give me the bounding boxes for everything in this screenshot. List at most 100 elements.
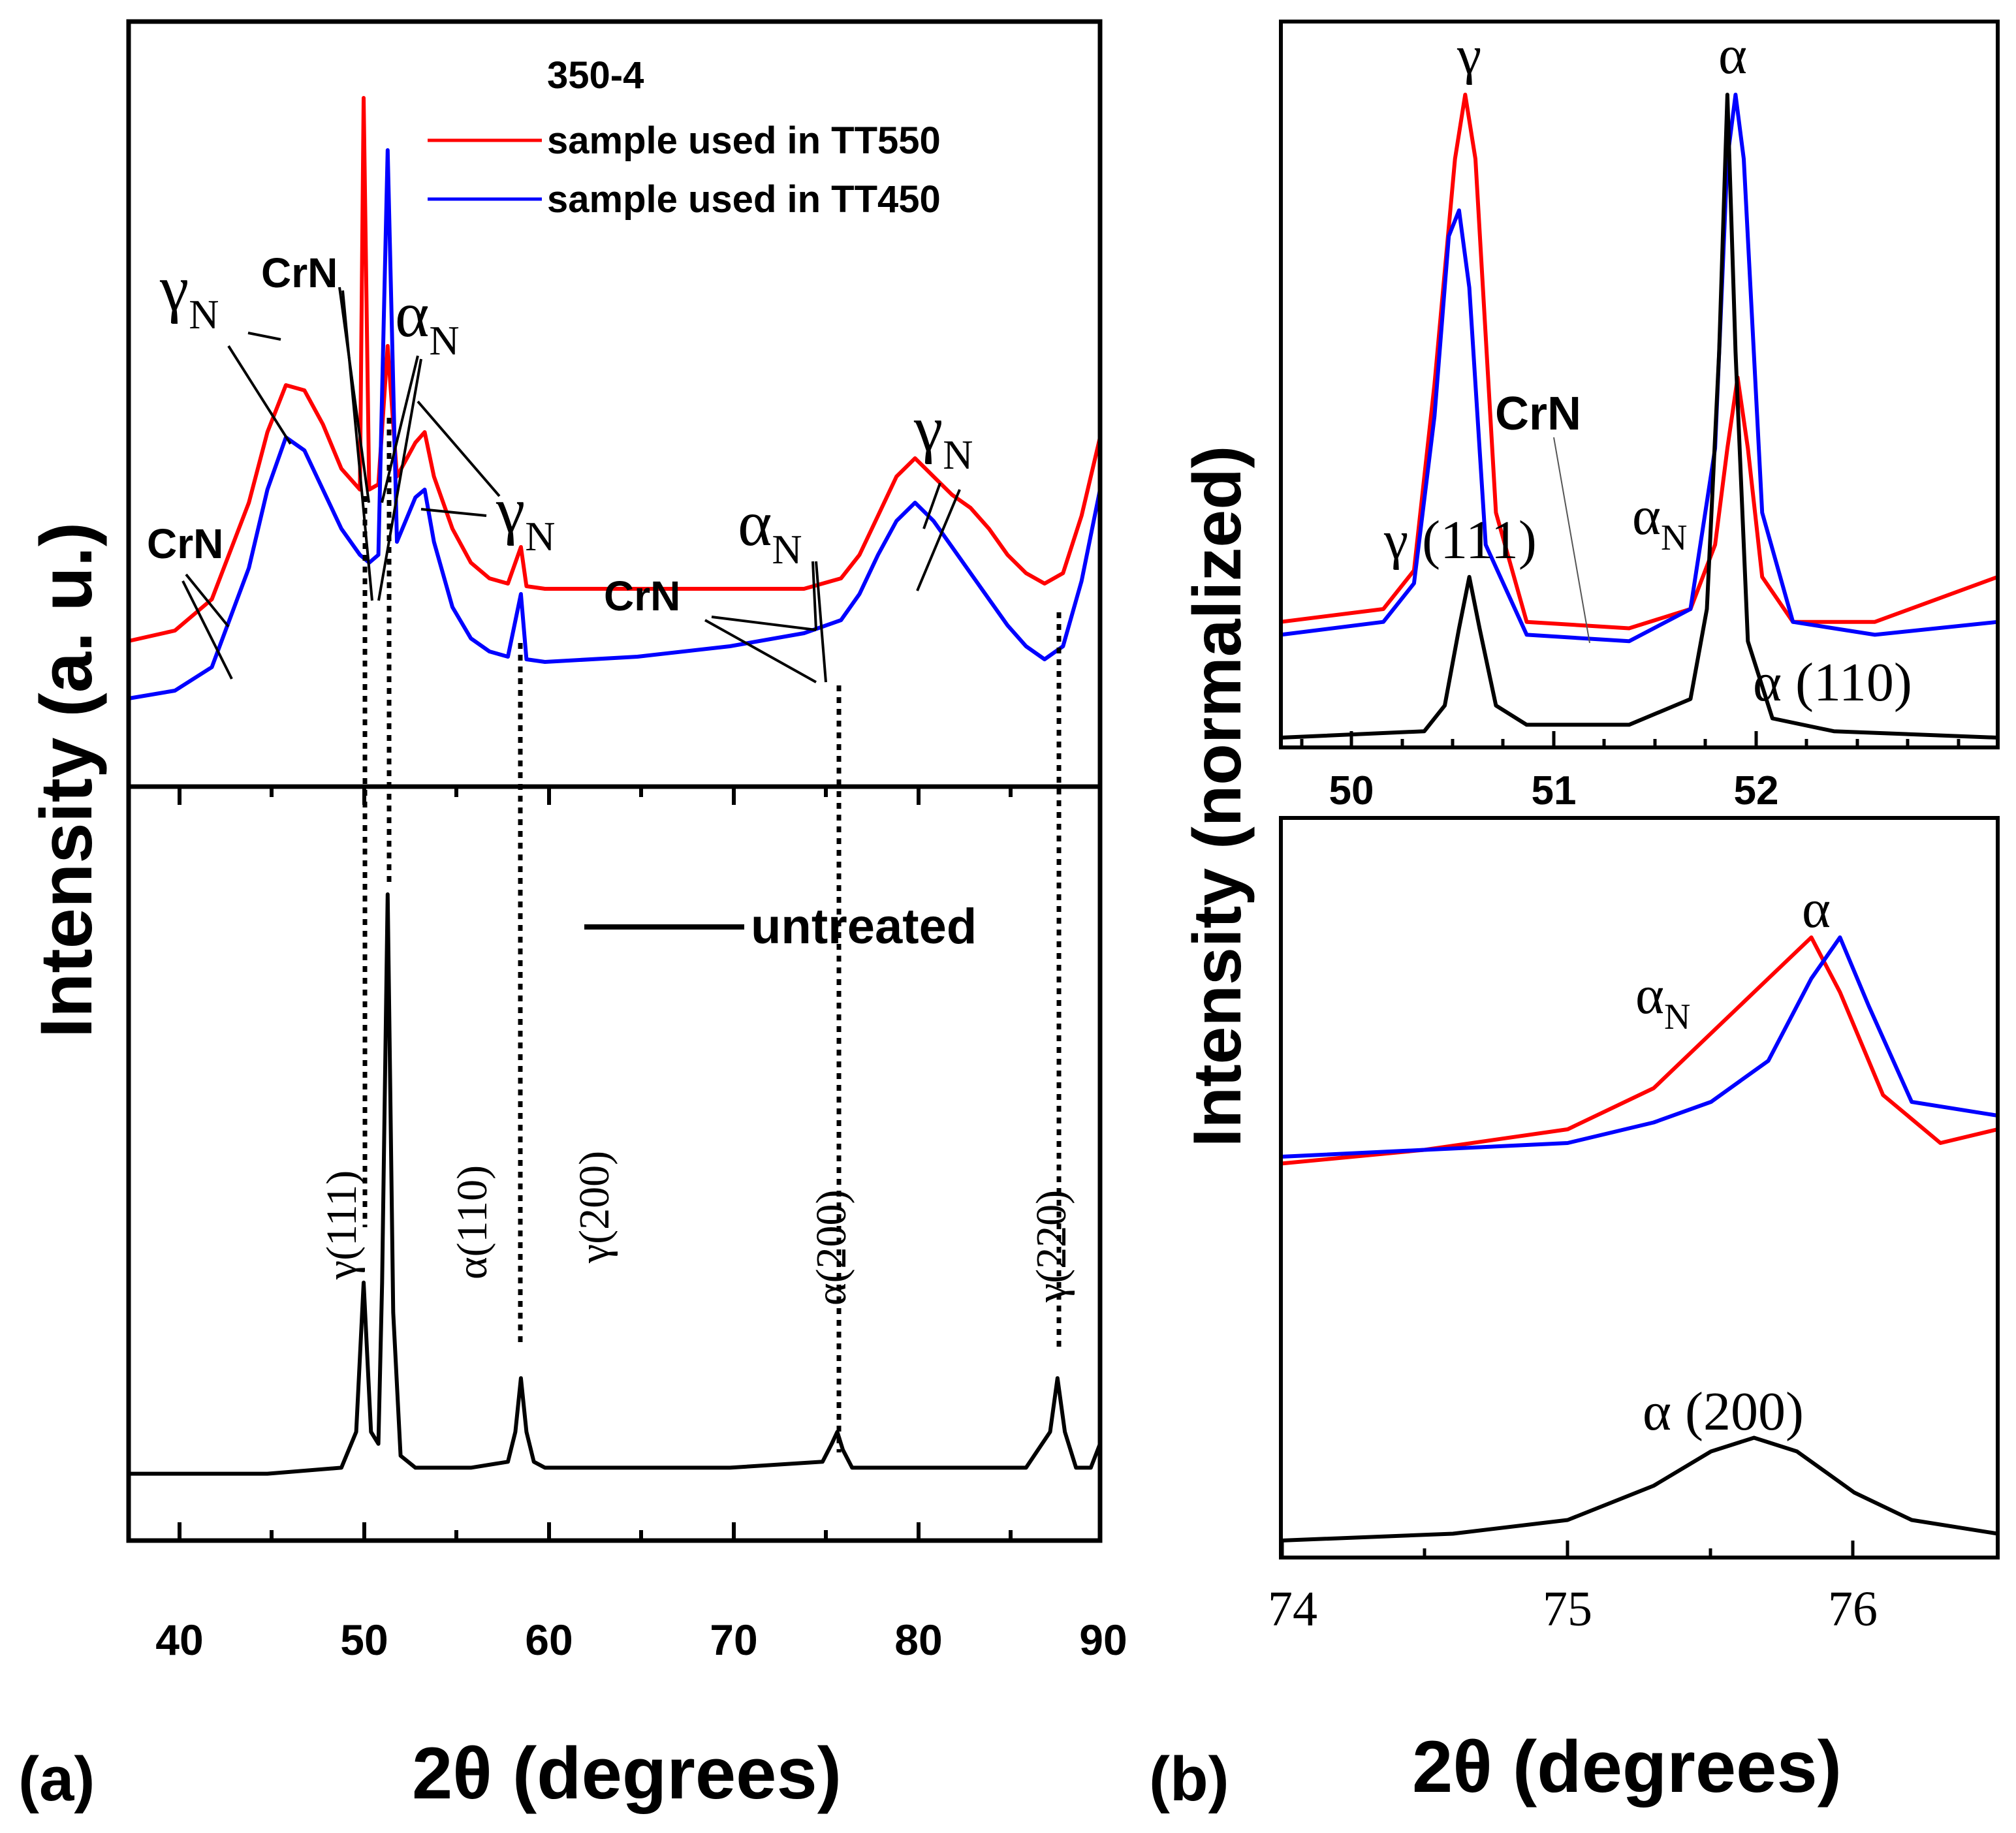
ann-alpha: α bbox=[1635, 965, 1664, 1026]
b-bottom-xtick-label: 75 bbox=[1543, 1582, 1592, 1637]
b-top-xtick-label: 50 bbox=[1329, 768, 1374, 813]
ann-subscript: N bbox=[189, 291, 219, 337]
b-bottom-xtick-label: 76 bbox=[1828, 1582, 1878, 1637]
ann-subscript: N bbox=[1664, 997, 1690, 1037]
b-bottom-series-group bbox=[1280, 935, 1998, 1543]
panel-label-a: (a) bbox=[18, 1744, 95, 1814]
ann-alpha: α bbox=[1632, 486, 1661, 546]
arrow-gammaN-right-red bbox=[417, 400, 501, 497]
b-xlabel: 2θ (degrees) bbox=[1412, 1726, 1842, 1808]
arrow-gammaN-80-blue bbox=[916, 489, 961, 591]
a-xtick-labels: 40 50 60 70 80 90 bbox=[155, 1616, 1127, 1664]
ann-gammaN-right: γN bbox=[496, 474, 555, 559]
arrow-crn-red bbox=[338, 287, 370, 503]
arrow-alphaN-mid-blue bbox=[815, 561, 827, 683]
b-top-series-group bbox=[1280, 93, 1999, 740]
peak-label-alpha-200: α(200) bbox=[808, 1189, 855, 1306]
ann-alpha: α bbox=[738, 487, 772, 559]
a-ticks bbox=[178, 787, 1102, 1541]
b-top-frame bbox=[1279, 20, 2000, 749]
ann-gammaN-left: γN bbox=[159, 252, 219, 337]
b-ticks bbox=[1280, 731, 1961, 1558]
a-top-series-group bbox=[128, 96, 1102, 700]
a-xtick-label: 60 bbox=[525, 1616, 573, 1664]
a-frame bbox=[126, 19, 1103, 1543]
b-bottom-annotations: α αN α (200) bbox=[1635, 879, 1831, 1442]
b-top-xtick-label: 52 bbox=[1734, 768, 1779, 813]
ann-crn-top: CrN bbox=[261, 249, 338, 296]
legend-label-untreated: untreated bbox=[751, 899, 977, 954]
a-annotations: γN αN γN αN γN bbox=[159, 252, 973, 572]
ann-gamma: γ bbox=[913, 392, 943, 465]
ann-gamma: γ bbox=[496, 474, 525, 546]
ann-alpha: α bbox=[395, 278, 429, 351]
b-ann-crn: CrN bbox=[1495, 388, 1581, 440]
b-bottom-frame bbox=[1279, 816, 2000, 1559]
series-line-sample-used-in-tt550 bbox=[1280, 935, 1998, 1166]
arrow-gammaN-blue bbox=[227, 345, 292, 445]
series-line-sample-used-in-tt450 bbox=[1280, 93, 1998, 644]
a-xtick-label: 50 bbox=[340, 1616, 388, 1664]
ann-gammaN-80: γN bbox=[913, 392, 973, 478]
arrow-alphaN-blue bbox=[377, 358, 422, 601]
ann-subscript: N bbox=[525, 513, 555, 559]
panel-a: 40 50 60 70 80 90 Intensity (a. u.) 2θ (… bbox=[18, 19, 1127, 1814]
b-ann-alpha-bottom: α bbox=[1802, 879, 1831, 939]
series-line-untreated bbox=[1280, 1435, 1998, 1543]
b-arrow-crn bbox=[1553, 437, 1590, 644]
series-line-sample-used-in-tt450 bbox=[128, 148, 1102, 700]
ann-crn-left: CrN bbox=[147, 520, 223, 567]
arrow-alphaN-red bbox=[381, 355, 419, 503]
peak-label-gamma-220: γ(220) bbox=[1028, 1190, 1075, 1303]
arrow-crn-left-blue bbox=[181, 580, 233, 680]
series-line-sample-used-in-tt550 bbox=[1280, 93, 1999, 631]
arrow-crn-mid-blue bbox=[704, 619, 817, 683]
arrow-gammaN-80-red bbox=[922, 482, 941, 529]
ann-subscript: N bbox=[943, 431, 973, 478]
b-xtick-labels: 50 51 52 bbox=[1329, 768, 1779, 813]
panel-b: 50 51 52 74 75 76 Intensity (normalized)… bbox=[1149, 20, 2000, 1814]
arrow-crn-blue bbox=[341, 290, 373, 601]
ann-crn-mid: CrN bbox=[604, 572, 680, 619]
b-ann-alphaN: αN bbox=[1632, 486, 1687, 558]
peak-label-gamma-200: γ(200) bbox=[571, 1151, 618, 1264]
peak-label-gamma-111: γ(111) bbox=[318, 1170, 366, 1280]
arrow-crn-left-red bbox=[185, 573, 230, 628]
a-crn-annotations: CrN CrN CrN bbox=[147, 249, 680, 619]
legend-title: 350-4 bbox=[547, 54, 644, 97]
a-xtick-label: 90 bbox=[1079, 1616, 1127, 1664]
ann-alphaN-mid: αN bbox=[738, 487, 802, 572]
b-ann-alpha-200: α (200) bbox=[1643, 1381, 1804, 1442]
series-line-untreated bbox=[129, 892, 1102, 1476]
legend-label-tt550: sample used in TT550 bbox=[547, 119, 941, 162]
a-xtick-label: 80 bbox=[894, 1616, 942, 1664]
arrow-gammaN-right-blue bbox=[420, 508, 487, 517]
b-ann-gamma: γ bbox=[1457, 25, 1481, 86]
ann-gamma: γ bbox=[159, 252, 189, 324]
a-bottom-series-group bbox=[129, 892, 1102, 1476]
b-ann-alpha-110: α (110) bbox=[1753, 652, 1912, 713]
peak-label-alpha-110: α(110) bbox=[449, 1165, 496, 1279]
b-ylabel: Intensity (normalized) bbox=[1180, 446, 1255, 1148]
arrow-alphaN-mid-red bbox=[811, 561, 817, 631]
a-peak-labels: γ(111) α(110) γ(200) α(200) γ(220) bbox=[318, 1151, 1075, 1306]
a-xtick-label: 70 bbox=[710, 1616, 757, 1664]
panel-label-b: (b) bbox=[1149, 1744, 1229, 1814]
series-line-sample-used-in-tt450 bbox=[1280, 935, 1998, 1159]
b-bottom-xtick-labels: 74 75 76 bbox=[1268, 1582, 1878, 1637]
arrow-gammaN-red bbox=[247, 332, 281, 341]
a-reference-lines bbox=[362, 418, 1062, 1452]
a-xtick-label: 40 bbox=[155, 1616, 203, 1664]
b-ann-gamma-111: γ (111) bbox=[1383, 510, 1537, 571]
a-annotation-arrows bbox=[181, 287, 961, 683]
ann-alphaN-top: αN bbox=[395, 278, 460, 364]
ann-subscript: N bbox=[1661, 518, 1687, 558]
legend-label-tt450: sample used in TT450 bbox=[547, 178, 941, 221]
ann-subscript: N bbox=[772, 526, 802, 572]
b-ann-alphaN-bottom: αN bbox=[1635, 965, 1690, 1037]
series-line-sample-used-in-tt550 bbox=[128, 96, 1102, 643]
b-bottom-xtick-label: 74 bbox=[1268, 1582, 1317, 1637]
series-line-untreated bbox=[1280, 93, 1998, 740]
